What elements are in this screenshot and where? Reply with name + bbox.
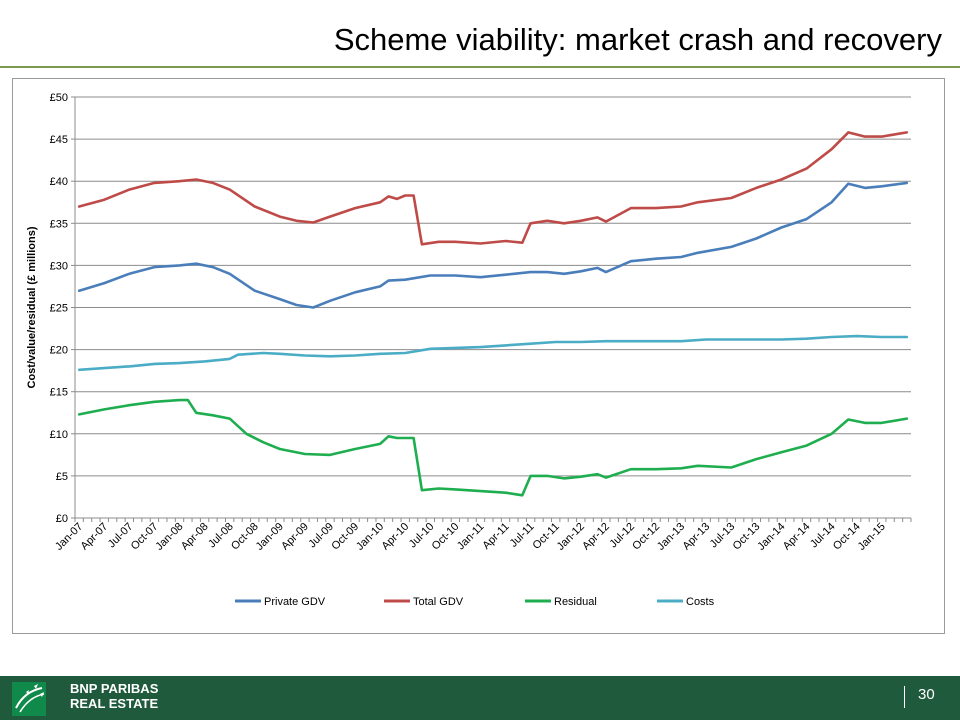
grid-lines	[75, 96, 911, 519]
y-tick-label: £45	[50, 134, 68, 146]
y-tick-label: £10	[50, 429, 68, 441]
bnp-logo-icon	[12, 682, 46, 716]
brand-line-1: BNP PARIBAS	[70, 681, 159, 696]
legend-label: Costs	[686, 596, 715, 608]
x-tick-label: Jan-08	[153, 521, 185, 553]
legend-label: Private GDV	[264, 596, 326, 608]
x-tick-label: Jan-13	[655, 521, 687, 553]
y-tick-label: £30	[50, 260, 68, 272]
y-tick-label: £50	[50, 92, 68, 104]
legend-label: Residual	[554, 596, 597, 608]
series-line-private-gdv	[77, 181, 909, 309]
x-tick-label: Jan-07	[53, 521, 85, 553]
x-tick-label: Apr-14	[781, 521, 813, 553]
y-tick-label: £40	[50, 176, 68, 188]
x-tick-label: Apr-11	[480, 521, 511, 552]
title-divider	[0, 66, 960, 68]
x-axis-ticks: Jan-07Apr-07Jul-07Oct-07Jan-08Apr-08Jul-…	[53, 518, 912, 553]
y-tick-label: £20	[50, 345, 68, 357]
x-tick-label: Apr-07	[79, 521, 111, 553]
legend-label: Total GDV	[413, 596, 464, 608]
series-line-total-gdv	[77, 131, 909, 246]
brand-name: BNP PARIBAS REAL ESTATE	[70, 681, 158, 711]
series-line-costs	[77, 334, 909, 372]
x-tick-label: Jan-10	[354, 521, 386, 553]
x-tick-label: Jan-09	[254, 521, 286, 553]
page-number-divider	[904, 686, 905, 708]
y-tick-label: £15	[50, 387, 68, 399]
series-lines	[77, 131, 909, 497]
y-tick-label: £25	[50, 303, 68, 315]
y-tick-label: £35	[50, 218, 68, 230]
x-tick-label: Apr-09	[279, 521, 311, 553]
chart-frame: £0 £5 £10 £15 £20 £25 £30 £35 £40 £45 £50 Jan-07 Ap…	[12, 78, 945, 634]
x-tick-label: Jan-12	[555, 521, 587, 553]
x-tick-label: Jan-14	[755, 521, 787, 553]
line-chart: £0£5£10£15£20£25£30£35£40£45£50 Jan-07Ap…	[26, 92, 912, 608]
y-tick-label: £5	[56, 471, 68, 483]
x-tick-label: Apr-13	[680, 521, 712, 553]
x-tick-label: Apr-10	[379, 521, 411, 553]
series-line-residual	[77, 398, 909, 497]
axes	[74, 97, 911, 519]
x-tick-label: Jan-15	[856, 521, 888, 553]
y-axis-ticks: £0 £5 £10 £15 £20 £25 £30 £35 £40 £45 £50	[50, 92, 75, 525]
legend: Private GDV Total GDV Residual Costs	[235, 596, 715, 608]
x-tick-label: Apr-12	[580, 521, 612, 553]
page-number: 30	[918, 686, 935, 703]
x-tick-label: Apr-08	[179, 521, 211, 553]
page-title: Scheme viability: market crash and recov…	[333, 22, 942, 57]
footer-band: BNP PARIBAS REAL ESTATE 30	[0, 676, 960, 720]
brand-line-2: REAL ESTATE	[70, 696, 159, 711]
x-tick-label: Oct-10	[430, 521, 462, 553]
x-tick-label: Jan-11	[455, 521, 487, 553]
y-tick-label: £0	[56, 513, 68, 525]
y-axis-label: Cost/value/residual (£ millions)	[26, 226, 38, 388]
